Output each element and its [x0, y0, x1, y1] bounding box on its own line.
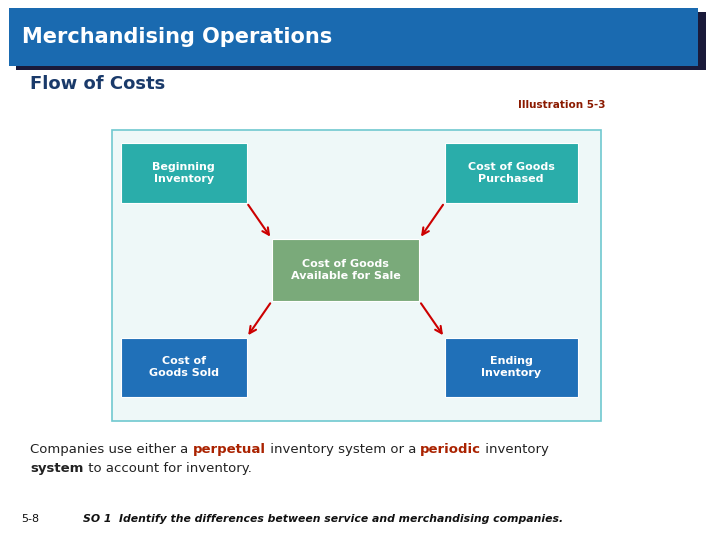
Text: Ending
Inventory: Ending Inventory — [481, 356, 541, 378]
FancyBboxPatch shape — [444, 338, 577, 397]
FancyBboxPatch shape — [121, 338, 246, 397]
FancyBboxPatch shape — [272, 239, 419, 301]
Text: periodic: periodic — [420, 443, 482, 456]
FancyBboxPatch shape — [9, 8, 698, 66]
Text: 5-8: 5-8 — [22, 515, 40, 524]
Text: Merchandising Operations: Merchandising Operations — [22, 26, 332, 47]
Text: Beginning
Inventory: Beginning Inventory — [152, 162, 215, 184]
Text: Illustration 5-3: Illustration 5-3 — [518, 100, 606, 110]
Text: to account for inventory.: to account for inventory. — [84, 462, 251, 475]
FancyBboxPatch shape — [112, 130, 601, 421]
Text: Cost of Goods
Available for Sale: Cost of Goods Available for Sale — [291, 259, 400, 281]
Text: inventory: inventory — [482, 443, 549, 456]
Text: Flow of Costs: Flow of Costs — [30, 75, 166, 93]
Text: SO 1  Identify the differences between service and merchandising companies.: SO 1 Identify the differences between se… — [83, 515, 563, 524]
Text: Cost of Goods
Purchased: Cost of Goods Purchased — [468, 162, 554, 184]
Text: Cost of
Goods Sold: Cost of Goods Sold — [148, 356, 219, 378]
Text: perpetual: perpetual — [193, 443, 266, 456]
FancyBboxPatch shape — [121, 143, 246, 202]
Text: system: system — [30, 462, 84, 475]
FancyBboxPatch shape — [16, 12, 706, 70]
Text: Companies use either a: Companies use either a — [30, 443, 193, 456]
Text: inventory system or a: inventory system or a — [266, 443, 420, 456]
FancyBboxPatch shape — [444, 143, 577, 202]
